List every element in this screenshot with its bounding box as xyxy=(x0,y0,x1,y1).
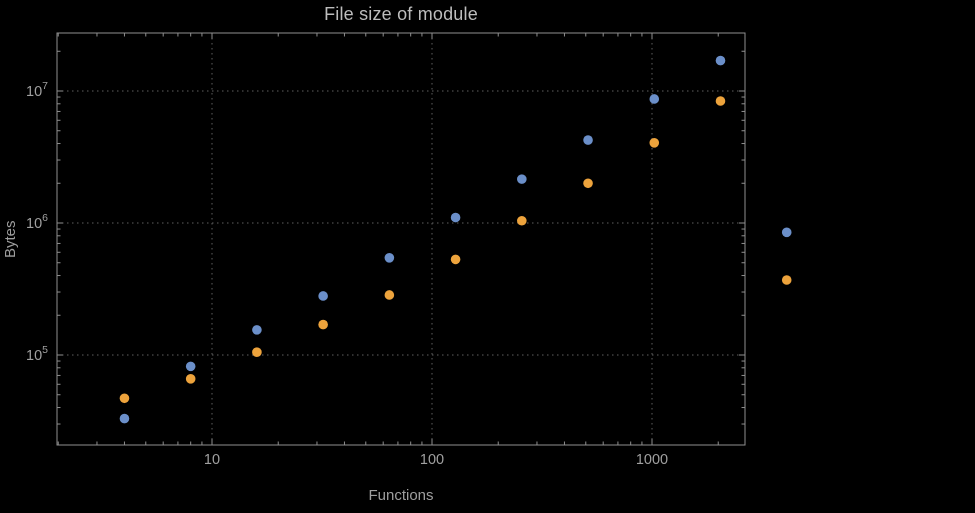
data-point-series-orange xyxy=(185,374,196,384)
chart-title: File size of module xyxy=(324,4,478,24)
data-point-series-blue xyxy=(649,94,660,104)
data-point-series-blue xyxy=(185,361,196,372)
y-tick-label: 106 xyxy=(26,212,48,232)
x-tick-label: 10 xyxy=(204,452,220,468)
x-tick-label: 100 xyxy=(420,452,444,468)
data-point-series-blue xyxy=(715,55,726,66)
x-tick-label: 1000 xyxy=(636,452,668,468)
data-point-series-blue xyxy=(119,413,130,424)
x-axis-label: Functions xyxy=(368,487,434,504)
data-point-series-blue xyxy=(583,135,593,145)
data-point-series-orange xyxy=(649,138,660,148)
data-point-series-orange xyxy=(384,290,395,300)
data-point-series-orange xyxy=(252,347,262,358)
data-point-series-orange xyxy=(119,393,130,404)
data-point-series-orange xyxy=(583,178,593,189)
data-point-series-blue xyxy=(517,174,527,184)
y-axis-label: Bytes xyxy=(2,220,19,258)
data-point-series-blue xyxy=(384,252,395,263)
data-point-series-orange xyxy=(517,215,527,226)
data-point-series-blue xyxy=(318,291,328,301)
data-point-series-orange xyxy=(450,254,461,265)
data-point-series-blue xyxy=(252,325,262,335)
data-point-series-blue xyxy=(781,227,792,238)
data-point-series-orange xyxy=(715,96,726,106)
data-point-series-orange xyxy=(781,275,792,285)
data-point-series-blue xyxy=(450,212,461,223)
plot-frame xyxy=(56,32,746,446)
data-point-series-orange xyxy=(318,319,328,330)
y-tick-label: 107 xyxy=(26,80,48,100)
y-tick-label: 105 xyxy=(26,344,48,364)
